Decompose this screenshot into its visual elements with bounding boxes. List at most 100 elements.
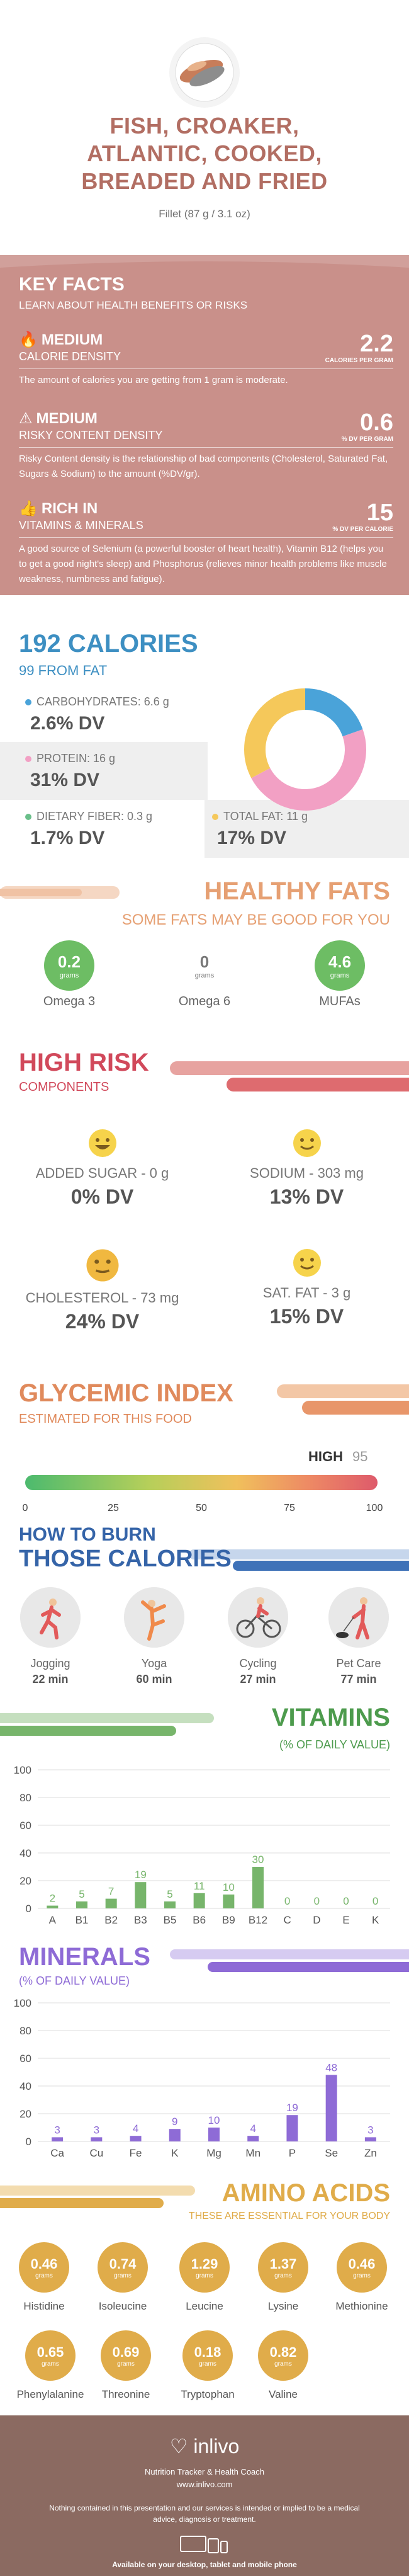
minerals-section: MINERALS (% OF DAILY VALUE) 0 20 40 60 80 100… <box>0 1940 409 2159</box>
x-tick-label: Ca <box>50 2147 64 2159</box>
pet-care-icon <box>328 1587 389 1648</box>
legend-dot <box>25 698 31 705</box>
burn-title-line2: THOSE CALORIES <box>19 1546 232 1572</box>
bar-value-label: 0 <box>314 1895 320 1907</box>
fact-description: A good source of Selenium (a powerful bo… <box>19 544 387 584</box>
yoga-icon <box>124 1587 184 1648</box>
amino-unit: grams <box>274 2272 292 2279</box>
decorative-stripes <box>0 1713 214 1736</box>
legend-dot <box>25 813 31 820</box>
y-tick-label: 100 <box>14 1764 31 1776</box>
minerals-title: MINERALS <box>19 1943 150 1971</box>
bar-value-label: 4 <box>250 2123 255 2134</box>
bar-value-label: 11 <box>194 1880 205 1892</box>
legend-dot <box>212 813 218 820</box>
legend-dot <box>25 755 31 762</box>
x-tick-label: Mn <box>245 2147 261 2159</box>
warning-icon: ⚠ <box>19 410 33 427</box>
amino-name: Threonine <box>101 2388 150 2400</box>
healthy-fats-subtitle: SOME FATS MAY BE GOOD FOR YOU <box>121 911 390 928</box>
neutral-face-icon <box>86 1249 119 1282</box>
key-fact-calorie-density: 🔥 MEDIUM CALORIE DENSITY 2.2 CALORIES PER… <box>19 331 393 388</box>
donut-slice <box>251 729 366 811</box>
amino-value: 0.65 <box>36 2344 64 2360</box>
calories-section: 192 CALORIES 99 FROM FAT CARBOHYDRATES: … <box>0 617 409 869</box>
x-tick-label: B9 <box>222 1914 235 1926</box>
bar-value-label: 0 <box>373 1895 378 1907</box>
risk-label: CHOLESTEROL - 73 mg <box>25 1290 179 1306</box>
bar <box>91 2137 103 2141</box>
risk-sodium: SODIUM - 303 mg 13% DV <box>204 1127 409 1209</box>
activity-cycling: Cycling 27 min <box>214 1587 302 1686</box>
divider <box>19 447 393 448</box>
amino-unit: grams <box>353 2272 371 2279</box>
fat-value: 0 <box>199 952 210 971</box>
amino-circle: 0.18 grams <box>182 2330 233 2381</box>
fact-value: 15 <box>366 499 393 526</box>
food-title-line: ATLANTIC, COOKED, <box>87 140 322 166</box>
y-tick-label: 80 <box>20 2025 31 2037</box>
amino-circle: 0.74 grams <box>98 2242 148 2293</box>
healthy-fats-section: HEALTHY FATS SOME FATS MAY BE GOOD FOR Y… <box>0 872 409 1046</box>
x-tick-label: B5 <box>164 1914 177 1926</box>
bar <box>52 2137 64 2141</box>
risk-label: ADDED SUGAR - 0 g <box>35 1165 169 1181</box>
activity-minutes: 77 min <box>340 1673 377 1685</box>
y-tick-label: 60 <box>20 1820 31 1832</box>
x-tick-label: Mg <box>206 2147 221 2159</box>
x-tick-label: A <box>49 1914 57 1926</box>
high-risk-title: HIGH RISK <box>19 1049 149 1076</box>
x-tick-label: D <box>313 1914 320 1926</box>
y-tick-label: 80 <box>20 1792 31 1804</box>
amino-name: Isoleucine <box>98 2300 147 2312</box>
bar <box>130 2136 142 2141</box>
amino-circle: 0.69 grams <box>101 2330 151 2381</box>
amino-value: 1.37 <box>269 2255 297 2272</box>
x-tick-label: Cu <box>89 2147 103 2159</box>
bar-value-label: 30 <box>252 1854 264 1866</box>
bar-value-label: 10 <box>223 1881 235 1893</box>
key-facts-title: KEY FACTS <box>19 274 125 295</box>
amino-value: 0.69 <box>112 2344 140 2360</box>
decorative-stripes <box>170 1061 409 1091</box>
activity-minutes: 27 min <box>240 1673 276 1685</box>
fact-level-text: MEDIUM <box>41 331 103 348</box>
bar-value-label: 3 <box>367 2124 373 2136</box>
activity-jogging: Jogging 22 min <box>6 1587 94 1686</box>
decorative-stripes <box>277 1384 409 1415</box>
fact-description: The amount of calories you are getting f… <box>19 375 288 385</box>
brand-url[interactable]: www.inlivo.com <box>176 2480 233 2489</box>
fact-description: Risky Content density is the relationshi… <box>19 453 388 479</box>
amino-value: 1.29 <box>191 2255 218 2272</box>
bar <box>76 1901 87 1908</box>
amino-acids-subtitle: THESE ARE ESSENTIAL FOR YOUR BODY <box>188 2211 390 2221</box>
nutrient-label: DIETARY FIBER: 0.3 g <box>36 810 153 823</box>
x-tick-label: Fe <box>130 2147 142 2159</box>
key-fact-risky-density: ⚠ MEDIUM RISKY CONTENT DENSITY 0.6 % DV P… <box>19 409 393 482</box>
smile-icon <box>293 1129 321 1157</box>
nutrient-dv: 31% DV <box>30 770 100 790</box>
amino-item: 1.29 grams Leucine <box>167 2242 242 2313</box>
fact-level: 🔥 MEDIUM <box>19 331 393 349</box>
risk-dv: 13% DV <box>269 1185 344 1208</box>
glycemic-index-title: GLYCEMIC INDEX <box>19 1379 233 1407</box>
fact-label: CALORIE DENSITY <box>19 350 121 363</box>
high-risk-subtitle: COMPONENTS <box>19 1080 109 1094</box>
minerals-subtitle: (% OF DAILY VALUE) <box>19 1975 130 1987</box>
jogging-icon <box>20 1587 81 1648</box>
bar-value-label: 2 <box>50 1893 55 1905</box>
vitamins-subtitle: (% OF DAILY VALUE) <box>279 1738 390 1751</box>
fact-level-text: MEDIUM <box>36 409 98 427</box>
bar-value-label: 0 <box>284 1895 290 1907</box>
risk-dv: 0% DV <box>70 1185 134 1208</box>
x-tick-label: B2 <box>104 1914 118 1926</box>
fat-circle: 4.6 grams <box>315 940 365 991</box>
macro-donut-chart <box>244 688 366 811</box>
fat-unit: grams <box>194 971 215 979</box>
high-risk-section: HIGH RISK COMPONENTS ADDED SUGAR - 0 g 0… <box>0 1046 409 1379</box>
nutrient-dv: 17% DV <box>217 828 287 848</box>
x-tick-label: K <box>171 2147 179 2159</box>
bar <box>193 1893 205 1908</box>
glycemic-scale-bar <box>25 1475 378 1490</box>
nutrient-label: CARBOHYDRATES: 6.6 g <box>36 695 169 708</box>
